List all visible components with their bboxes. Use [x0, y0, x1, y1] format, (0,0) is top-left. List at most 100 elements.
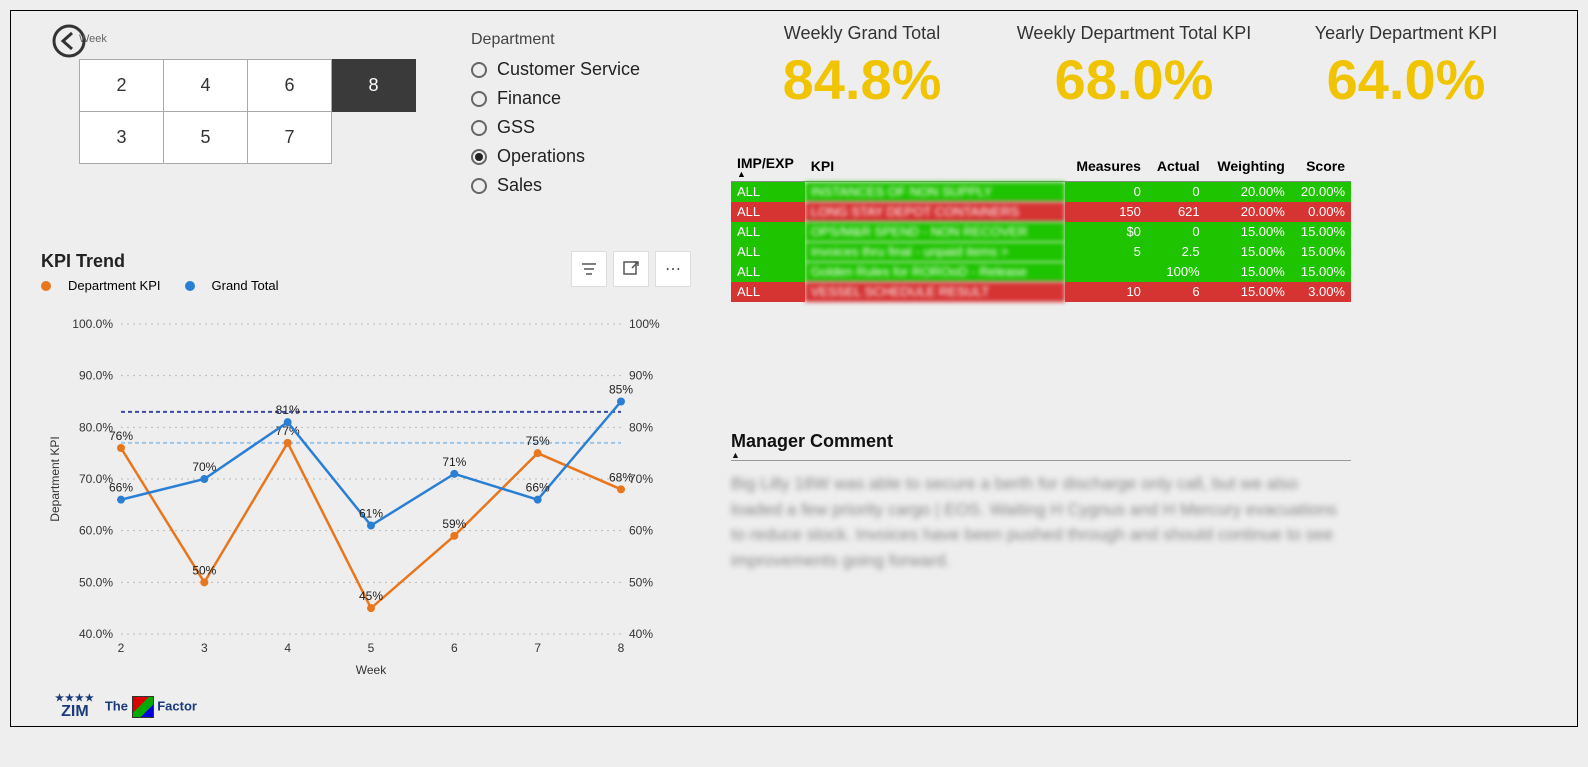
svg-text:5: 5: [368, 641, 375, 655]
week-slicer: 2468 357: [79, 59, 416, 164]
svg-text:50%: 50%: [192, 563, 216, 577]
table-cell-kpi: VESSEL SCHEDULE RESULT: [805, 282, 1065, 302]
department-option-label: GSS: [497, 117, 535, 138]
table-row[interactable]: ALLOPS/M&R SPEND - NON RECOVER$0015.00%1…: [731, 222, 1351, 242]
department-option-customer-service[interactable]: Customer Service: [471, 55, 691, 84]
svg-text:2: 2: [118, 641, 125, 655]
table-cell-kpi: OPS/M&R SPEND - NON RECOVER: [805, 222, 1065, 242]
week-option-7[interactable]: 7: [248, 112, 332, 164]
department-option-label: Operations: [497, 146, 585, 167]
legend-item-department-kpi[interactable]: Department KPI: [41, 278, 173, 293]
table-cell-score: 15.00%: [1291, 222, 1351, 242]
table-row[interactable]: ALLLONG STAY DEPOT CONTAINERS15062120.00…: [731, 202, 1351, 222]
table-cell-measures: 0: [1065, 182, 1147, 202]
table-cell-actual: 6: [1147, 282, 1206, 302]
z-factor-logo: The Factor: [105, 696, 197, 718]
department-option-operations[interactable]: Operations: [471, 142, 691, 171]
table-cell-impexp: ALL: [731, 222, 805, 242]
table-cell-impexp: ALL: [731, 282, 805, 302]
table-row[interactable]: ALLGolden Rules for ROROoD - Release100%…: [731, 262, 1351, 282]
week-option-4[interactable]: 4: [164, 60, 248, 112]
table-row[interactable]: ALLInvoices thru final - unpaid items >5…: [731, 242, 1351, 262]
department-option-finance[interactable]: Finance: [471, 84, 691, 113]
chart-legend: Department KPI Grand Total: [41, 278, 681, 294]
svg-text:50%: 50%: [629, 575, 653, 589]
week-option-5[interactable]: 5: [164, 112, 248, 164]
department-option-label: Sales: [497, 175, 542, 196]
table-header-kpi[interactable]: KPI: [805, 151, 1065, 182]
table-cell-score: 15.00%: [1291, 242, 1351, 262]
table-row[interactable]: ALLVESSEL SCHEDULE RESULT10615.00%3.00%: [731, 282, 1351, 302]
kpi-yearly-dept: Yearly Department KPI 64.0%: [1275, 23, 1537, 108]
table-cell-impexp: ALL: [731, 262, 805, 282]
table-cell-measures: [1065, 262, 1147, 282]
table-header-measures[interactable]: Measures: [1065, 151, 1147, 182]
svg-text:68%: 68%: [609, 470, 633, 484]
footer-logos: ★★★★ ZIM The Factor: [55, 694, 197, 720]
table-cell-weighting: 15.00%: [1206, 242, 1291, 262]
svg-text:3: 3: [201, 641, 208, 655]
table-cell-weighting: 20.00%: [1206, 182, 1291, 202]
svg-text:90%: 90%: [629, 368, 653, 382]
table-cell-kpi: INSTANCES OF NON SUPPLY: [805, 182, 1065, 202]
table-cell-impexp: ALL: [731, 242, 805, 262]
svg-text:81%: 81%: [276, 403, 300, 417]
kpi-trend-chart[interactable]: KPI Trend Department KPIGrand Total 40.0…: [41, 251, 681, 691]
kpi-weekly-grand-total: Weekly Grand Total 84.8%: [731, 23, 993, 108]
zim-logo: ★★★★ ZIM: [55, 694, 95, 720]
legend-label: Department KPI: [68, 278, 161, 293]
svg-text:100%: 100%: [629, 317, 660, 331]
radio-icon: [471, 91, 487, 107]
table-cell-actual: 0: [1147, 222, 1206, 242]
kpi-weekly-dept-total: Weekly Department Total KPI 68.0%: [1003, 23, 1265, 108]
table-header-actual[interactable]: Actual: [1147, 151, 1206, 182]
zim-text: ZIM: [61, 704, 89, 720]
table-cell-weighting: 15.00%: [1206, 282, 1291, 302]
svg-text:60%: 60%: [629, 523, 653, 537]
svg-text:66%: 66%: [109, 480, 133, 494]
week-option-8[interactable]: 8: [332, 60, 416, 112]
department-slicer: Department Customer Service Finance GSS Ope…: [471, 31, 691, 200]
radio-icon: [471, 149, 487, 165]
svg-text:50.0%: 50.0%: [79, 575, 113, 589]
table-cell-weighting: 15.00%: [1206, 262, 1291, 282]
svg-text:85%: 85%: [609, 382, 633, 396]
svg-text:90.0%: 90.0%: [79, 368, 113, 382]
department-option-label: Customer Service: [497, 59, 640, 80]
svg-text:61%: 61%: [359, 506, 383, 520]
svg-text:71%: 71%: [442, 454, 466, 468]
table-header-imp-exp[interactable]: IMP/EXP▲: [731, 151, 805, 182]
svg-text:6: 6: [451, 641, 458, 655]
manager-comment-title: Manager Comment ▲: [731, 431, 1351, 461]
back-button[interactable]: Week: [51, 23, 87, 59]
svg-text:Department KPI: Department KPI: [48, 436, 62, 521]
table-header-weighting[interactable]: Weighting: [1206, 151, 1291, 182]
table-cell-kpi: Golden Rules for ROROoD - Release: [805, 262, 1065, 282]
department-title: Department: [471, 31, 691, 49]
svg-text:8: 8: [618, 641, 625, 655]
table-cell-impexp: ALL: [731, 202, 805, 222]
table-header-score[interactable]: Score: [1291, 151, 1351, 182]
table-cell-actual: 621: [1147, 202, 1206, 222]
department-option-label: Finance: [497, 88, 561, 109]
legend-dot-icon: [185, 281, 195, 291]
department-option-gss[interactable]: GSS: [471, 113, 691, 142]
table-row[interactable]: ALLINSTANCES OF NON SUPPLY0020.00%20.00%: [731, 182, 1351, 202]
legend-item-grand-total[interactable]: Grand Total: [185, 278, 291, 293]
chart-title: KPI Trend: [41, 251, 681, 272]
radio-icon: [471, 62, 487, 78]
week-option-6[interactable]: 6: [248, 60, 332, 112]
week-option-2[interactable]: 2: [80, 60, 164, 112]
table-cell-score: 3.00%: [1291, 282, 1351, 302]
manager-comment-body: Big Lilly 18W was able to secure a berth…: [731, 471, 1351, 573]
table-cell-weighting: 20.00%: [1206, 202, 1291, 222]
department-option-sales[interactable]: Sales: [471, 171, 691, 200]
svg-text:80%: 80%: [629, 420, 653, 434]
svg-text:60.0%: 60.0%: [79, 523, 113, 537]
kpi-label: Yearly Department KPI: [1275, 23, 1537, 44]
table-cell-weighting: 15.00%: [1206, 222, 1291, 242]
table-cell-actual: 2.5: [1147, 242, 1206, 262]
week-option-3[interactable]: 3: [80, 112, 164, 164]
svg-text:7: 7: [534, 641, 541, 655]
kpi-label: Weekly Grand Total: [731, 23, 993, 44]
